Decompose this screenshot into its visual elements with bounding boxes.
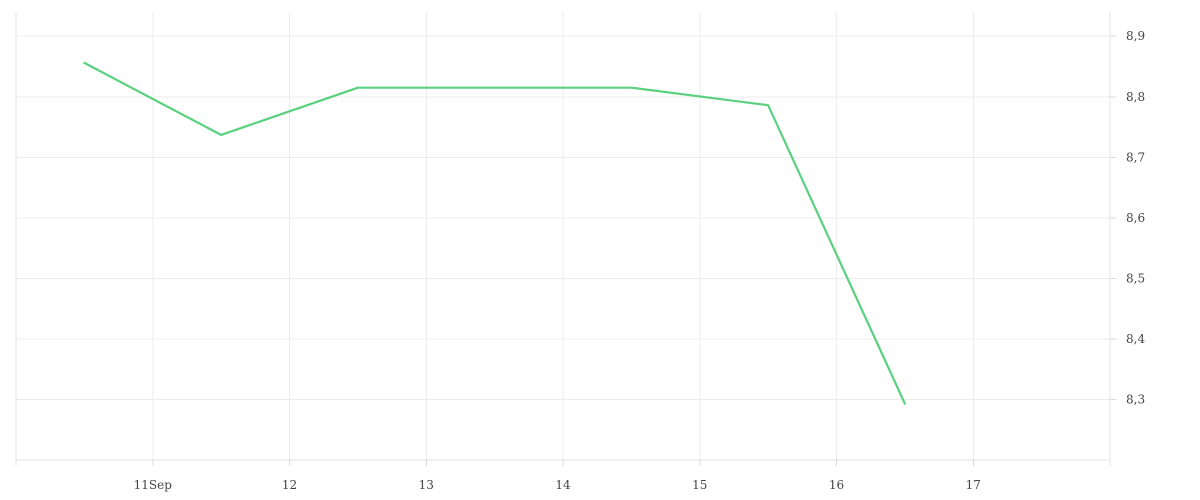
- series-line: [83, 61, 906, 405]
- y-tick-label: 8,3: [1126, 392, 1145, 406]
- series-layer: [83, 61, 906, 405]
- y-tick-label: 8,4: [1126, 332, 1145, 346]
- x-tick-label: 15: [692, 478, 707, 492]
- axes: [15, 12, 1116, 466]
- grid: [16, 12, 1110, 460]
- tick-labels: 8,3 8,4 8,5 8,6 8,7 8,8 8,9 11Sep 12 13 14 15 16 17: [134, 29, 1146, 492]
- x-tick-label: 12: [282, 478, 297, 492]
- y-tick-label: 8,9: [1126, 29, 1145, 43]
- y-tick-label: 8,6: [1126, 211, 1145, 225]
- x-tick-label: 11Sep: [134, 478, 173, 492]
- y-tick-label: 8,5: [1126, 271, 1145, 285]
- y-tick-label: 8,7: [1126, 150, 1145, 164]
- x-tick-label: 17: [966, 478, 981, 492]
- y-tick-label: 8,8: [1126, 90, 1145, 104]
- x-tick-label: 14: [555, 478, 571, 492]
- x-tick-label: 13: [419, 478, 434, 492]
- x-tick-label: 16: [829, 478, 844, 492]
